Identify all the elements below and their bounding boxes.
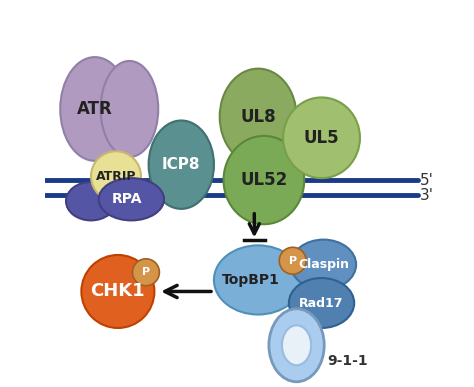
Ellipse shape xyxy=(279,247,306,274)
Text: UL8: UL8 xyxy=(240,108,276,126)
Text: P: P xyxy=(289,256,297,266)
Ellipse shape xyxy=(282,325,311,365)
Ellipse shape xyxy=(291,240,356,289)
Ellipse shape xyxy=(99,178,164,220)
Ellipse shape xyxy=(66,182,116,220)
Text: ATRIP: ATRIP xyxy=(96,170,136,183)
Text: 5': 5' xyxy=(419,173,433,188)
Text: Rad17: Rad17 xyxy=(299,296,344,310)
Text: CHK1: CHK1 xyxy=(91,283,145,300)
Ellipse shape xyxy=(91,151,141,201)
Text: UL52: UL52 xyxy=(240,171,288,189)
Ellipse shape xyxy=(224,136,304,224)
Text: UL5: UL5 xyxy=(304,129,339,147)
Text: TopBP1: TopBP1 xyxy=(221,273,279,287)
Text: 9-1-1: 9-1-1 xyxy=(327,354,368,368)
Text: 3': 3' xyxy=(419,188,434,203)
Text: RPA: RPA xyxy=(112,192,143,206)
Ellipse shape xyxy=(149,120,214,209)
Ellipse shape xyxy=(133,259,159,286)
Text: ICP8: ICP8 xyxy=(162,157,201,172)
Ellipse shape xyxy=(60,57,129,161)
Ellipse shape xyxy=(220,68,297,165)
Text: ATR: ATR xyxy=(77,100,113,118)
Ellipse shape xyxy=(289,278,354,328)
Ellipse shape xyxy=(269,309,324,382)
Ellipse shape xyxy=(283,98,360,178)
Ellipse shape xyxy=(214,245,302,315)
Ellipse shape xyxy=(100,61,158,157)
Ellipse shape xyxy=(82,255,155,328)
Text: P: P xyxy=(142,267,150,277)
Text: Claspin: Claspin xyxy=(298,258,349,271)
